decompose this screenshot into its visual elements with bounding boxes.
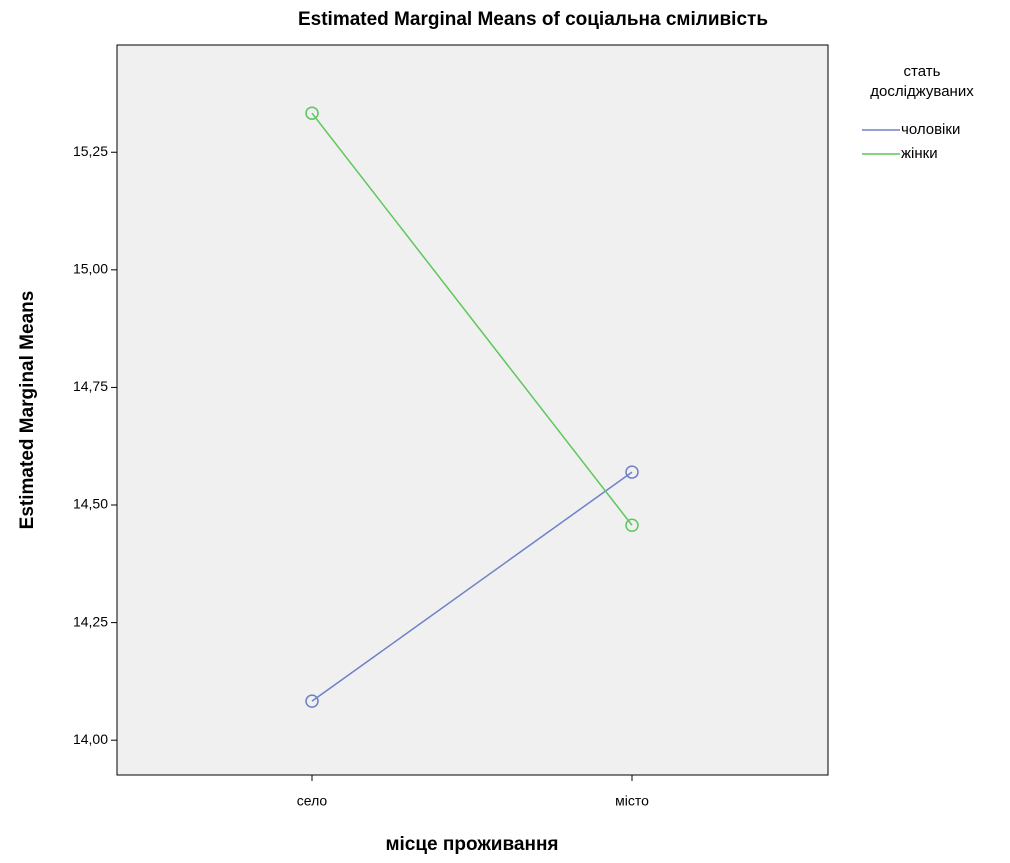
legend-title: досліджуваних [870, 83, 974, 100]
y-tick-label: 15,00 [73, 261, 108, 277]
plot-area [116, 44, 829, 776]
y-tick-label: 14,50 [73, 496, 108, 512]
y-tick-label: 14,25 [73, 613, 108, 629]
y-tick-label: 14,00 [73, 731, 108, 747]
legend-label: жінки [901, 145, 938, 162]
x-tick-label: місто [615, 793, 649, 809]
y-tick-label: 15,25 [73, 143, 108, 159]
series-line [311, 471, 633, 702]
point-marker [625, 465, 639, 479]
point-marker [625, 518, 639, 532]
x-axis-label: місце проживання [385, 834, 558, 855]
y-tick-label: 14,75 [73, 378, 108, 394]
series-line [311, 112, 633, 526]
legend-label: чоловіки [901, 121, 960, 138]
point-marker [305, 106, 319, 120]
y-axis-label: Estimated Marginal Means [17, 291, 38, 530]
x-tick-label: село [297, 793, 328, 809]
chart-title: Estimated Marginal Means of соціальна см… [298, 9, 768, 30]
legend-title: стать [904, 63, 941, 80]
point-marker [305, 694, 319, 708]
